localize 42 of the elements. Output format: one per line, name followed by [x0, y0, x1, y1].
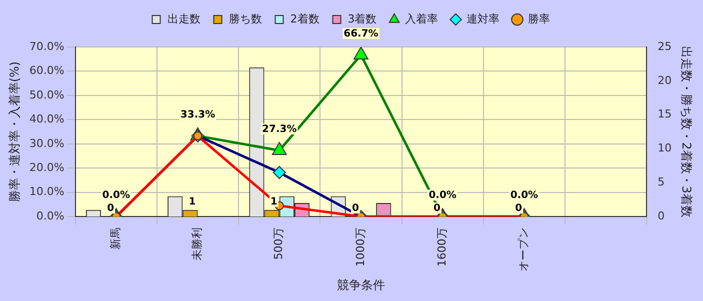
data-label: 0.0% [102, 190, 130, 202]
y2-tick-label: 0 [658, 209, 665, 222]
x-tick-label: 1000万 [354, 228, 367, 267]
data-label: 1 [188, 196, 196, 208]
y-tick-label: 10.0% [29, 185, 64, 198]
data-label: 0 [352, 203, 359, 214]
x-tick-label: 未勝利 [190, 228, 204, 261]
y-axis-title: 勝率・連対率・入着率(%) [7, 61, 22, 202]
x-tick-label: 新馬 [109, 228, 122, 250]
legend-label: 3着数 [348, 12, 377, 26]
y2-tick-label: 15 [658, 108, 672, 121]
data-label: 27.3% [262, 124, 297, 136]
y2-axis-title: 出走数・勝ち数・2着数・3着数 [680, 46, 694, 218]
data-label: 0 [107, 203, 114, 214]
data-label: 0.0% [510, 190, 538, 202]
data-label: 1 [270, 196, 278, 208]
data-label: 0.0% [428, 190, 456, 202]
x-tick-label: オープン [517, 228, 530, 272]
x-tick-label: 500万 [272, 228, 286, 260]
y2-tick-label: 25 [658, 40, 672, 53]
y-tick-label: 40.0% [29, 112, 64, 126]
x-tick-label: 1600万 [435, 228, 448, 267]
y2-tick-label: 10 [658, 142, 672, 155]
data-label: 66.7% [344, 28, 378, 40]
y-tick-label: 30.0% [29, 136, 64, 150]
y-tick-label: 20.0% [29, 161, 64, 174]
legend-label: 2着数 [290, 12, 320, 26]
y2-tick-label: 20 [658, 74, 672, 87]
legend-label: 連対率 [466, 12, 500, 26]
legend-label: 出走数 [167, 12, 200, 26]
y2-tick-label: 5 [658, 176, 665, 189]
data-label: 33.3% [180, 110, 216, 121]
y-tick-label: 0.0% [36, 209, 64, 222]
data-label: 0 [515, 203, 522, 214]
y-tick-label: 70.0% [29, 40, 64, 53]
y-tick-label: 50.0% [29, 88, 64, 102]
legend-label: 勝ち数 [228, 12, 262, 26]
x-axis-title: 競争条件 [336, 278, 385, 292]
y-tick-label: 60.0% [29, 64, 64, 78]
legend-label: 勝率 [528, 12, 550, 26]
legend-label: 入着率 [405, 12, 438, 26]
data-label: 0 [434, 203, 441, 214]
